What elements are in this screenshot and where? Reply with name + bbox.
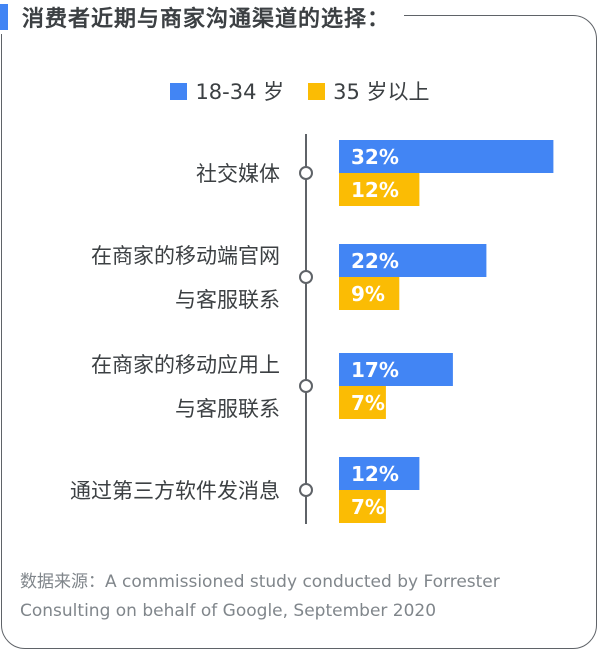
source-note: 数据来源：A commissioned study conducted by F…	[20, 572, 500, 621]
axis-marker	[299, 483, 313, 497]
category-label: 与客服联系	[175, 288, 280, 312]
bar-value-label: 7%	[351, 495, 385, 519]
legend-swatch-young	[170, 82, 188, 100]
axis-marker	[299, 270, 313, 284]
legend-item-young: 18-34 岁	[170, 76, 284, 106]
bar	[339, 457, 420, 490]
legend-swatch-older	[308, 82, 326, 100]
bar-value-label: 12%	[351, 178, 399, 202]
bar	[339, 490, 386, 523]
title-accent-bar	[0, 4, 8, 30]
bar-value-label: 22%	[351, 249, 399, 273]
bar	[339, 353, 453, 386]
bar	[339, 386, 386, 419]
bar-value-label: 9%	[351, 282, 385, 306]
bar-chart: 社交媒体32%12%在商家的移动端官网与客服联系22%9%在商家的移动应用上与客…	[70, 134, 554, 524]
legend: 18-34 岁 35 岁以上	[0, 76, 600, 106]
bar	[339, 244, 487, 277]
category-label: 社交媒体	[196, 162, 280, 186]
bar-value-label: 7%	[351, 391, 385, 415]
category-label: 在商家的移动端官网	[91, 244, 280, 268]
axis-marker	[299, 379, 313, 393]
bar-value-label: 17%	[351, 358, 399, 382]
title-block: 消费者近期与商家沟通渠道的选择：	[0, 0, 405, 34]
bar	[339, 277, 400, 310]
bar	[339, 140, 554, 173]
category-label: 在商家的移动应用上	[91, 353, 280, 377]
bar-value-label: 12%	[351, 462, 399, 486]
category-label: 与客服联系	[175, 397, 280, 421]
axis-marker	[299, 166, 313, 180]
legend-label-young: 18-34 岁	[195, 80, 285, 104]
legend-item-older: 35 岁以上	[308, 76, 430, 106]
bar	[339, 173, 420, 206]
bar-value-label: 32%	[351, 145, 399, 169]
chart-title: 消费者近期与商家沟通渠道的选择：	[22, 7, 391, 32]
legend-label-older: 35 岁以上	[333, 80, 430, 104]
category-label: 通过第三方软件发消息	[70, 479, 280, 503]
